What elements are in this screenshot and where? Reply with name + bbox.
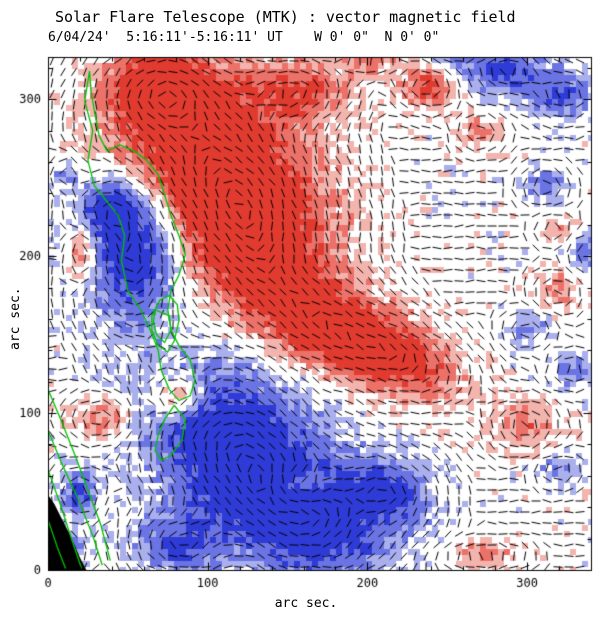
figure-title: Solar Flare Telescope (MTK) : vector mag…: [55, 8, 516, 26]
x-axis-label: arc sec.: [274, 596, 338, 611]
figure-subtitle: 6/04/24' 5:16:11'-5:16:11' UT W 0' 0" N …: [48, 30, 440, 45]
y-axis-label: arc sec.: [8, 287, 23, 350]
